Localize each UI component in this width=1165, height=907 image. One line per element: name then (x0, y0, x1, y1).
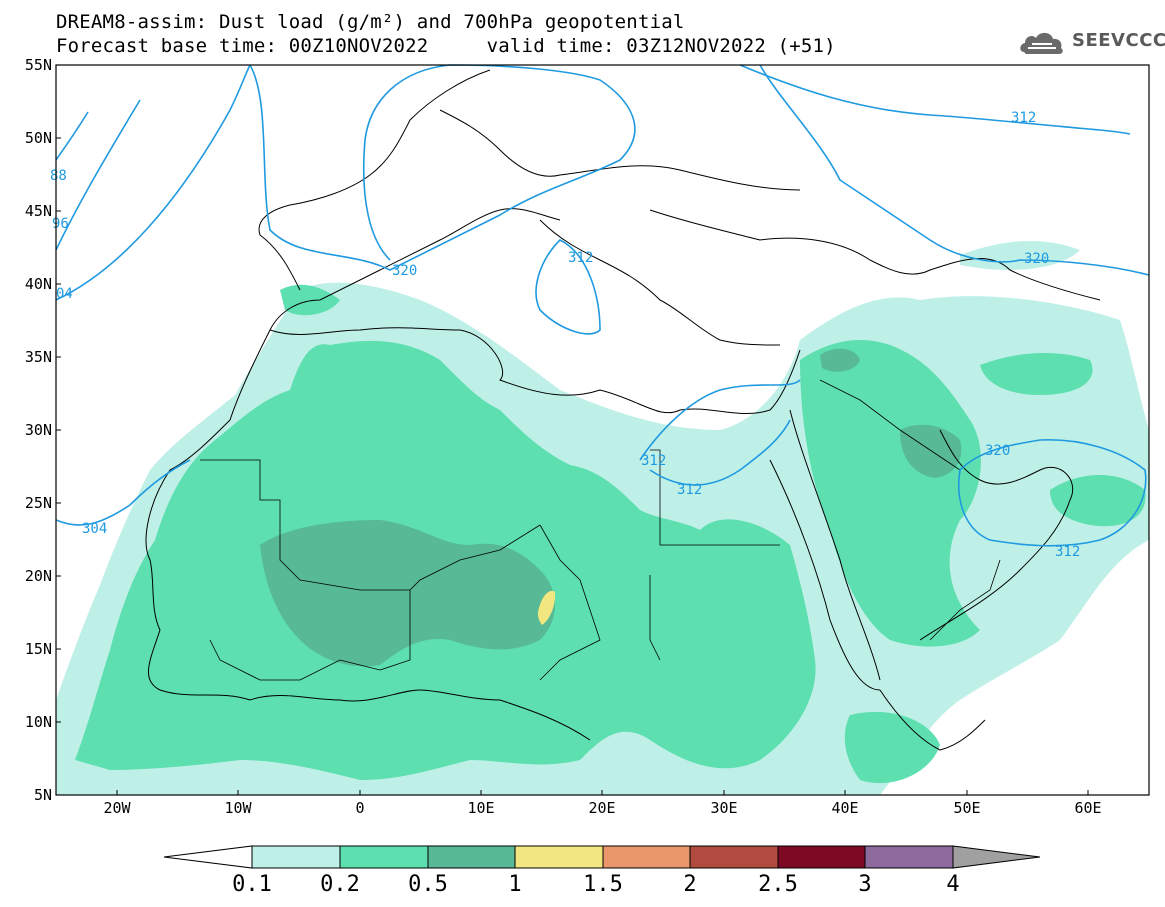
legend-bin-3 (427, 845, 516, 869)
svg-text:5N: 5N (34, 786, 52, 804)
svg-text:0.5: 0.5 (408, 872, 448, 897)
legend-bin-5 (602, 845, 691, 869)
color-legend (163, 845, 1041, 869)
legend-bin-8 (864, 845, 954, 869)
svg-text:4: 4 (946, 872, 959, 897)
svg-text:1: 1 (508, 872, 521, 897)
legend-bin-2 (339, 845, 429, 869)
legend-bin-6 (689, 845, 779, 869)
svg-text:40E: 40E (831, 799, 858, 817)
longitude-labels: 20W 10W 0 10E 20E 30E 40E 50E 60E (103, 799, 1101, 817)
borders (200, 379, 1001, 681)
legend-bin-4 (514, 845, 604, 869)
svg-text:312: 312 (568, 250, 593, 266)
contour-labels: 88 96 04 320 312 312 312 304 312 320 320… (50, 110, 1080, 560)
svg-text:55N: 55N (25, 56, 52, 74)
svg-text:40N: 40N (25, 275, 52, 293)
legend-bin-1 (251, 845, 341, 869)
legend-bin-7 (777, 845, 866, 869)
legend-arrow-low (163, 845, 253, 869)
svg-text:320: 320 (1024, 251, 1049, 267)
svg-text:50N: 50N (25, 129, 52, 147)
svg-text:320: 320 (985, 443, 1010, 459)
svg-text:312: 312 (1011, 110, 1036, 126)
svg-text:0.1: 0.1 (232, 872, 272, 897)
svg-text:320: 320 (392, 263, 417, 279)
svg-text:60E: 60E (1074, 799, 1101, 817)
coastlines (145, 69, 1101, 751)
map-title-line2: Forecast base time: 00Z10NOV2022 valid t… (56, 35, 836, 57)
svg-text:10W: 10W (224, 799, 252, 817)
svg-text:10E: 10E (467, 799, 494, 817)
axis-ticks (56, 64, 1089, 795)
svg-text:2.5: 2.5 (758, 872, 798, 897)
logo-text: SEEVCCC (1072, 30, 1165, 51)
cloud-logo-icon (1020, 32, 1063, 54)
svg-text:30E: 30E (710, 799, 737, 817)
map-title-line1: DREAM8-assim: Dust load (g/m²) and 700hP… (56, 11, 685, 33)
svg-text:88: 88 (50, 168, 67, 184)
svg-text:96: 96 (52, 216, 69, 232)
svg-text:20E: 20E (588, 799, 615, 817)
legend-arrow-high (952, 845, 1041, 869)
svg-text:15N: 15N (25, 640, 52, 658)
geopotential-contours (55, 64, 1150, 547)
svg-text:45N: 45N (25, 202, 52, 220)
svg-text:20N: 20N (25, 567, 52, 585)
svg-text:2: 2 (683, 872, 696, 897)
svg-text:10N: 10N (25, 713, 52, 731)
dust-layer-yellow (537, 590, 556, 625)
svg-text:25N: 25N (25, 494, 52, 512)
svg-text:50E: 50E (953, 799, 980, 817)
svg-text:04: 04 (56, 286, 73, 302)
latitude-labels: 55N 50N 45N 40N 35N 30N 25N 20N 15N 10N … (25, 56, 52, 804)
svg-text:0: 0 (355, 799, 364, 817)
svg-text:304: 304 (82, 521, 107, 537)
svg-text:312: 312 (641, 453, 666, 469)
svg-text:30N: 30N (25, 421, 52, 439)
svg-text:20W: 20W (103, 799, 131, 817)
svg-text:3: 3 (858, 872, 871, 897)
svg-text:312: 312 (1055, 544, 1080, 560)
svg-text:1.5: 1.5 (583, 872, 623, 897)
svg-text:312: 312 (677, 482, 702, 498)
legend-labels: 0.1 0.2 0.5 1 1.5 2 2.5 3 4 (232, 872, 960, 897)
svg-text:0.2: 0.2 (320, 872, 360, 897)
dust-layer-dark (260, 348, 962, 667)
svg-text:35N: 35N (25, 348, 52, 366)
